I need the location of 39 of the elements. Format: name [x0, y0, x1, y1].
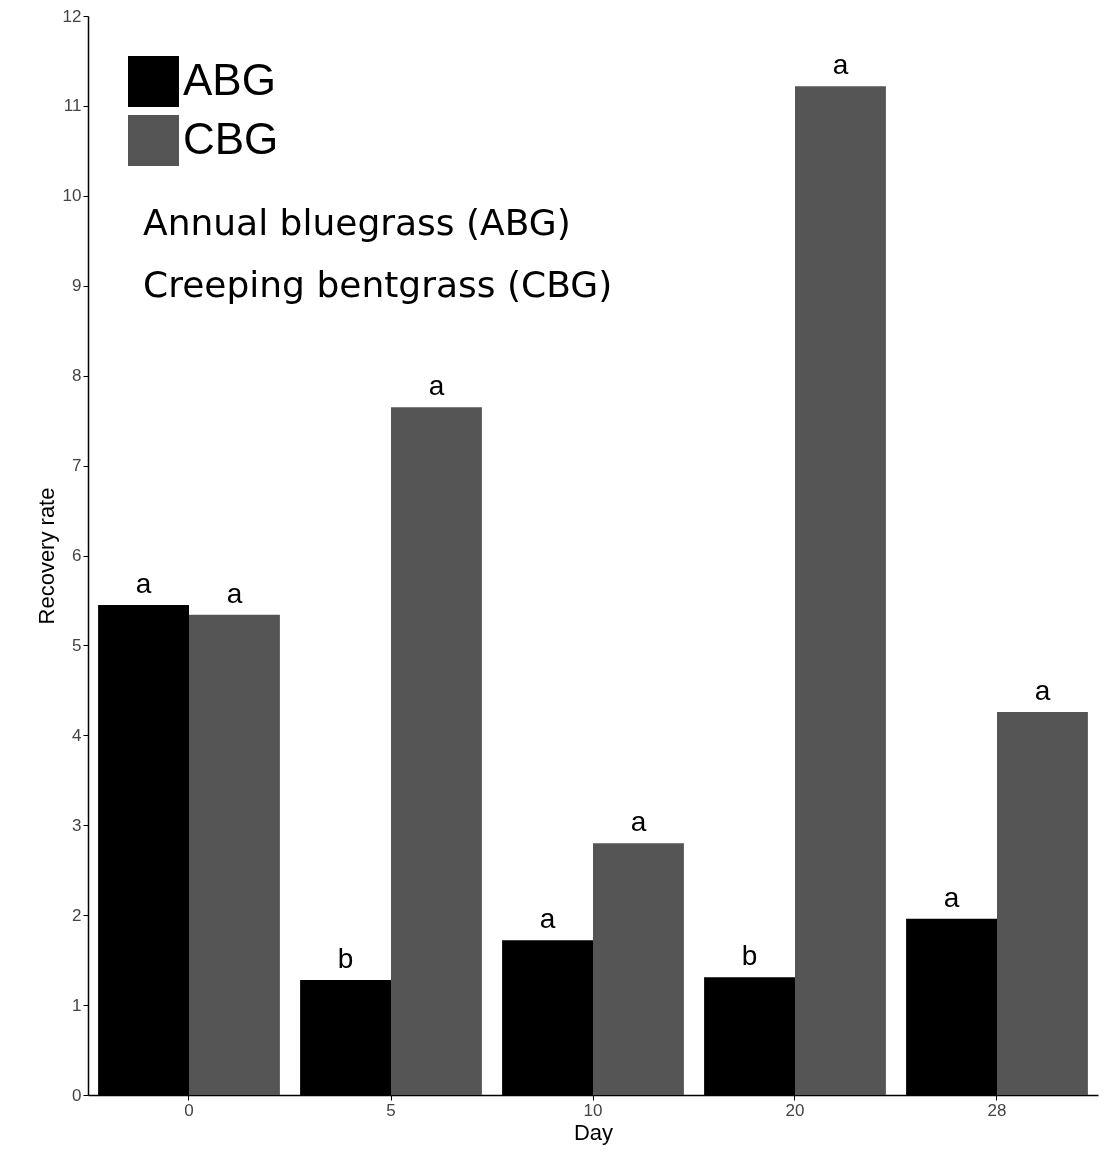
data-label: a	[428, 370, 445, 402]
annotation: Annual bluegrass (ABG)	[143, 202, 571, 243]
y-tick-label: 5	[72, 635, 82, 655]
y-tick-label: 0	[72, 1085, 82, 1105]
bar	[189, 614, 280, 1095]
x-tick-label: 20	[785, 1100, 805, 1120]
bar	[795, 86, 886, 1095]
y-axis-title: Recovery rate	[33, 487, 59, 625]
y-tick-label: 8	[72, 366, 82, 386]
legend-label: ABG	[183, 54, 276, 104]
y-tick-label: 3	[72, 815, 82, 835]
data-label: a	[832, 49, 849, 81]
y-tick-label: 2	[72, 905, 82, 925]
x-tick-label: 28	[987, 1100, 1007, 1120]
data-label: a	[135, 567, 152, 599]
y-tick-label: 6	[72, 546, 82, 565]
data-label: a	[943, 881, 960, 913]
annotation: Creeping bentgrass (CBG)	[143, 264, 613, 305]
y-tick-label: 11	[63, 96, 82, 116]
bar	[997, 711, 1088, 1095]
y-tick-label: 1	[72, 995, 82, 1015]
x-tick-label: 0	[184, 1100, 194, 1120]
data-label: b	[337, 942, 354, 974]
y-tick-label: 12	[62, 6, 82, 26]
x-tick-label: 5	[386, 1100, 396, 1120]
x-axis-title: Day	[573, 1119, 614, 1145]
y-tick-label: 10	[62, 186, 82, 206]
data-label: a	[630, 806, 647, 838]
data-label: a	[226, 577, 243, 609]
legend-label: CBG	[183, 113, 279, 163]
data-label: a	[1034, 674, 1051, 706]
y-tick-label: 4	[72, 725, 82, 745]
bar	[593, 843, 684, 1095]
bar	[391, 407, 482, 1095]
y-tick-label: 7	[72, 456, 82, 476]
y-tick-label: 9	[72, 276, 82, 296]
x-tick-label: 10	[583, 1100, 603, 1120]
data-label: b	[741, 940, 758, 972]
data-label: a	[539, 903, 556, 935]
